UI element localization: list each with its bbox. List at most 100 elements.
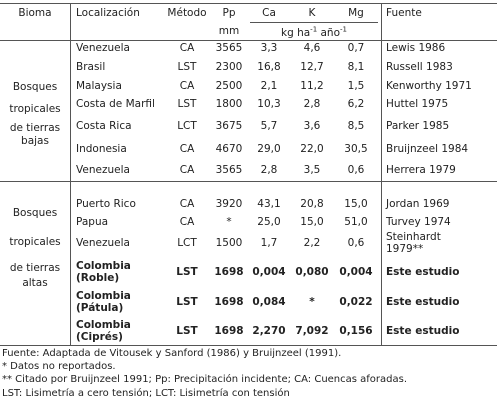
cell: CA (179, 143, 195, 155)
cell: Costa de Marfil (76, 98, 155, 110)
cell: 3920 (215, 198, 243, 210)
column-header: Método (167, 7, 207, 19)
cell: CA (179, 42, 195, 54)
cell: Este estudio (386, 266, 460, 278)
cell: 3,5 (303, 164, 321, 176)
cell: 1,5 (347, 80, 365, 92)
rule (0, 40, 497, 41)
footnote: Fuente: Adaptada de Vitousek y Sanford (… (2, 348, 342, 359)
cell: Kenworthy 1971 (386, 80, 472, 92)
cell: Brasil (76, 61, 106, 73)
cell: Este estudio (386, 325, 460, 337)
cell: Puerto Rico (76, 198, 136, 210)
cell: Malaysia (76, 80, 122, 92)
cell: 16,8 (257, 61, 281, 73)
cell: 8,5 (347, 120, 365, 132)
column-header: Fuente (386, 7, 422, 19)
cell: Colombia (Roble) (76, 260, 131, 284)
cell: 12,7 (300, 61, 324, 73)
cell: 1,7 (260, 237, 278, 249)
cell: 2,8 (303, 98, 321, 110)
cell: 20,8 (300, 198, 324, 210)
cell: 3675 (215, 120, 243, 132)
cell: 1800 (215, 98, 243, 110)
cell: 0,7 (347, 42, 365, 54)
rule (0, 345, 497, 346)
unit-part: -1 (340, 25, 347, 34)
cell: * (226, 216, 232, 228)
unit: mm (218, 25, 240, 37)
cell: 0,004 (252, 266, 286, 278)
cell: Lewis 1986 (386, 42, 446, 54)
cell: CA (179, 80, 195, 92)
cell: 0,022 (339, 296, 373, 308)
cell: 5,7 (260, 120, 278, 132)
rule (70, 3, 71, 345)
rule (381, 3, 382, 345)
cell: Colombia (Pátula) (76, 290, 131, 314)
cell: Parker 1985 (386, 120, 450, 132)
cell: LCT (177, 120, 197, 132)
column-header: Localización (76, 7, 140, 19)
cell: 0,6 (347, 164, 365, 176)
cell: 2300 (215, 61, 243, 73)
footnote: ** Citado por Bruijnzeel 1991; Pp: Preci… (2, 374, 408, 385)
rule (0, 181, 497, 182)
cell: LST (177, 98, 197, 110)
cell: CA (179, 198, 195, 210)
footnote: LST: Lisimetría a cero tensión; LCT: Lis… (2, 388, 290, 399)
cell: 4,6 (303, 42, 321, 54)
cell: LST (176, 296, 198, 308)
bioma: tropicales (9, 236, 61, 248)
cell: 43,1 (257, 198, 281, 210)
cell: Jordan 1969 (386, 198, 450, 210)
cell: Costa Rica (76, 120, 132, 132)
column-header: Pp (222, 7, 236, 19)
cell: Russell 1983 (386, 61, 453, 73)
cell: 6,2 (347, 98, 365, 110)
cell: 3565 (215, 164, 243, 176)
unit-part: año (317, 26, 341, 39)
cell: Venezuela (76, 164, 130, 176)
cell: Huttel 1975 (386, 98, 449, 110)
unit-part: kg ha (280, 26, 311, 39)
bioma: Bosques (12, 207, 58, 219)
cell: 15,0 (300, 216, 324, 228)
bioma: de tierras (9, 262, 61, 274)
cell: 2,8 (260, 164, 278, 176)
cell: 1698 (214, 266, 244, 278)
cell: 25,0 (257, 216, 281, 228)
cell: LST (176, 325, 198, 337)
cell: Venezuela (76, 42, 130, 54)
bioma: Bosques (12, 81, 58, 93)
cell: 0,080 (295, 266, 329, 278)
bioma: bajas (21, 135, 49, 147)
column-header: K (308, 7, 316, 19)
cell: 11,2 (300, 80, 324, 92)
cell: 30,5 (344, 143, 368, 155)
cell: 0,6 (347, 237, 365, 249)
cell: CA (179, 164, 195, 176)
cell: 4670 (215, 143, 243, 155)
cell: 2,270 (252, 325, 286, 337)
cell: 2,1 (260, 80, 278, 92)
cell: 2500 (215, 80, 243, 92)
unit: kg ha-1 año-1 (250, 23, 378, 39)
unit-part: -1 (310, 25, 318, 34)
cell: 0,004 (339, 266, 373, 278)
column-header: Ca (262, 7, 276, 19)
rule (0, 3, 497, 4)
cell: 7,092 (295, 325, 329, 337)
footnote: * Datos no reportados. (2, 361, 116, 372)
cell: Papua (76, 216, 109, 228)
cell: 22,0 (300, 143, 324, 155)
cell: Turvey 1974 (386, 216, 451, 228)
cell: 1500 (215, 237, 243, 249)
cell: 10,3 (257, 98, 281, 110)
cell: LST (176, 266, 198, 278)
column-header: Bioma (18, 7, 52, 19)
cell: 29,0 (257, 143, 281, 155)
cell: * (309, 296, 315, 308)
cell: Este estudio (386, 296, 460, 308)
cell: 0,156 (339, 325, 373, 337)
